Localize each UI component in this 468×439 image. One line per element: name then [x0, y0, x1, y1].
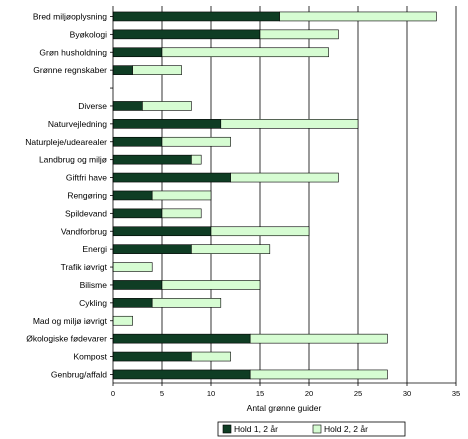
x-tick-label: 10 [207, 389, 215, 398]
category-label: Cykling [79, 298, 107, 308]
bar-segment [112, 262, 153, 272]
bar-segment [151, 190, 212, 201]
category-label: Genbrug/affald [51, 369, 107, 379]
legend: Hold 1, 2 år Hold 2, 2 år [217, 421, 406, 437]
bar-segment [112, 315, 133, 326]
bar-segment [210, 226, 310, 237]
bar-segment [112, 298, 153, 308]
bar-segment [112, 333, 251, 344]
category-label: Spildevand [65, 208, 107, 218]
bar-segment [112, 65, 133, 75]
x-tick-label: 35 [452, 389, 460, 398]
category-label: Giftfri have [66, 173, 107, 183]
category-label: Diverse [78, 101, 107, 111]
bar-segment [112, 226, 212, 237]
bar-segment [161, 136, 231, 147]
bar-segment [161, 47, 329, 58]
bar-segment [142, 101, 192, 111]
category-label: Landbrug og miljø [39, 155, 107, 165]
category-label: Økologiske fødevarer [26, 334, 107, 344]
category-label: Naturvejledning [48, 119, 107, 129]
x-tick-labels: 0 5 10 15 20 25 30 35 [111, 389, 460, 398]
bar-segment [230, 172, 339, 183]
bar-segment [191, 244, 271, 254]
bar-segment [161, 280, 261, 290]
category-label: Trafik iøvrigt [61, 262, 108, 272]
bar-segment [112, 154, 192, 165]
category-label: Rengøring [67, 190, 107, 200]
bar-segment [191, 351, 231, 362]
bar-segment [112, 172, 231, 183]
bar-segment [151, 298, 222, 308]
category-label: Bilisme [80, 280, 108, 290]
x-tick-label: 20 [305, 389, 313, 398]
legend-label-hold-1: Hold 1, 2 år [234, 424, 278, 434]
bar-segment [112, 29, 261, 40]
legend-label-hold-2: Hold 2, 2 år [324, 424, 368, 434]
category-label: Kompost [73, 352, 107, 362]
x-tick-label: 0 [111, 389, 115, 398]
bar-segment [112, 101, 143, 111]
bar-segment [112, 244, 192, 254]
category-label: Mad og miljø iøvrigt [33, 316, 108, 326]
x-tick-label: 30 [403, 389, 411, 398]
bar-segment [249, 369, 388, 380]
x-tick-label: 25 [354, 389, 362, 398]
bar-segment [112, 47, 163, 58]
bar-segment [112, 208, 163, 219]
axes [110, 6, 457, 386]
bar-segment [161, 208, 202, 219]
bar-segment [191, 154, 202, 165]
category-label: Grønne regnskaber [33, 65, 107, 75]
bar-segment [132, 65, 182, 75]
bar-segment [220, 119, 359, 129]
legend-swatch-hold-2 [312, 424, 322, 434]
x-tick-label: 5 [160, 389, 164, 398]
legend-box [217, 421, 406, 437]
bar-segment [112, 11, 280, 22]
bar-segment [112, 190, 153, 201]
category-label: Byøkologi [70, 29, 107, 39]
category-labels: Bred miljøoplysning Byøkologi Grøn hushold… [25, 11, 107, 379]
bar-segment [112, 369, 251, 380]
x-axis-title: Antal grønne guider [247, 403, 322, 413]
legend-swatch-hold-1 [222, 424, 232, 434]
bar-segment [112, 351, 192, 362]
category-label: Energi [82, 244, 107, 254]
bar-segment [112, 136, 163, 147]
category-label: Naturpleje/udearealer [25, 137, 107, 147]
bar-segment [112, 119, 222, 129]
bar-segment [279, 11, 437, 22]
category-label: Vandforbrug [61, 226, 107, 236]
category-label: Bred miljøoplysning [33, 11, 107, 21]
bars [112, 11, 437, 380]
category-label: Grøn husholdning [39, 47, 107, 57]
bar-segment [112, 280, 163, 290]
x-tick-label: 15 [256, 389, 264, 398]
bar-segment [259, 29, 339, 40]
bar-segment [249, 333, 388, 344]
